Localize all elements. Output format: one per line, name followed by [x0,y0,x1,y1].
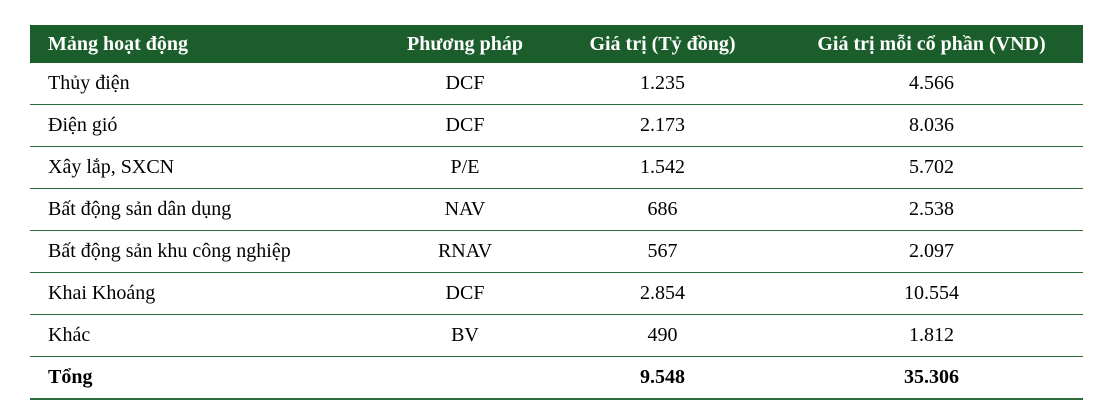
table-cell: 8.036 [780,104,1083,147]
header-cell: Mảng hoạt động [30,25,385,63]
table-cell: Thủy điện [30,63,385,105]
table-cell: RNAV [385,230,545,273]
table-row: Tổng 9.548 35.306 [30,356,1083,400]
table-row: Xây lắp, SXCN P/E 1.542 5.702 [30,146,1083,189]
table-row: Khai Khoáng DCF 2.854 10.554 [30,272,1083,315]
table-cell: 5.702 [780,146,1083,189]
table-cell: 1.812 [780,314,1083,357]
table-row: Điện gió DCF 2.173 8.036 [30,104,1083,147]
table-row: Bất động sản dân dụng NAV 686 2.538 [30,188,1083,231]
header-row: Mảng hoạt động Phương pháp Giá trị (Tỷ đồn… [30,25,1083,63]
table-row: Khác BV 490 1.812 [30,314,1083,357]
table-row: Thủy điện DCF 1.235 4.566 [30,63,1083,105]
table-cell: Khác [30,314,385,357]
table-cell [385,356,545,400]
table-cell: 686 [545,188,780,231]
table-cell: BV [385,314,545,357]
table-cell: Khai Khoáng [30,272,385,315]
table-cell: 490 [545,314,780,357]
table-cell: 9.548 [545,356,780,400]
table-cell: 2.854 [545,272,780,315]
table-cell: 1.235 [545,63,780,105]
table-cell: 4.566 [780,63,1083,105]
table-cell: 567 [545,230,780,273]
header-cell: Giá trị mỗi cổ phần (VND) [780,25,1083,63]
table-cell: 2.097 [780,230,1083,273]
table-cell: 10.554 [780,272,1083,315]
table-cell: Bất động sản dân dụng [30,188,385,231]
table-cell: Điện gió [30,104,385,147]
table-cell: 1.542 [545,146,780,189]
table-cell: Xây lắp, SXCN [30,146,385,189]
table-cell: DCF [385,104,545,147]
table-cell: P/E [385,146,545,189]
table-cell: DCF [385,272,545,315]
table-cell: Bất động sản khu công nghiệp [30,230,385,273]
header-cell: Giá trị (Tỷ đồng) [545,25,780,63]
table-cell: 2.538 [780,188,1083,231]
valuation-table: Mảng hoạt động Phương pháp Giá trị (Tỷ đồn… [30,25,1083,400]
header-cell: Phương pháp [385,25,545,63]
table-cell: 35.306 [780,356,1083,400]
table-row: Bất động sản khu công nghiệp RNAV 567 2.097 [30,230,1083,273]
table-cell: Tổng [30,356,385,400]
table-cell: 2.173 [545,104,780,147]
table-cell: DCF [385,63,545,105]
table-cell: NAV [385,188,545,231]
